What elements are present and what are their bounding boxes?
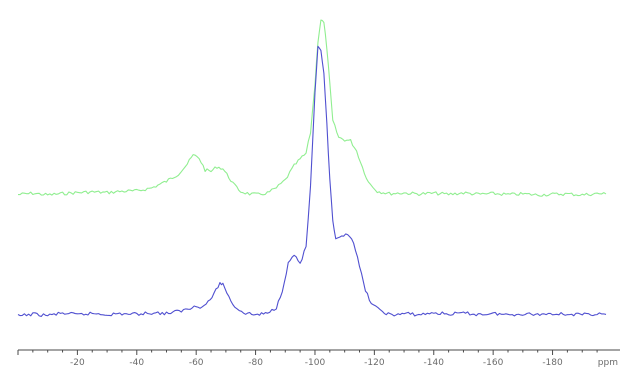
series-layer: [17, 19, 607, 317]
x-axis-tick-label: -100: [305, 358, 326, 367]
spectrum-trace-2: [17, 45, 607, 317]
spectrum-trace-1: [17, 19, 607, 197]
x-axis-tick-label: -140: [424, 358, 445, 367]
x-axis-tick-label: -80: [248, 358, 263, 367]
x-axis-ticks: -20 -40 -60 -80 -100 -120 -140 -160 -180: [17, 350, 598, 367]
x-axis-tick-label: -60: [189, 358, 204, 367]
x-axis-tick-label: -160: [483, 358, 504, 367]
x-axis-tick-label: -20: [70, 358, 85, 367]
x-axis-unit-label: ppm: [598, 358, 618, 367]
x-axis-tick-label: -180: [542, 358, 563, 367]
x-axis-tick-label: -120: [364, 358, 385, 367]
x-axis-tick-label: -40: [129, 358, 144, 367]
